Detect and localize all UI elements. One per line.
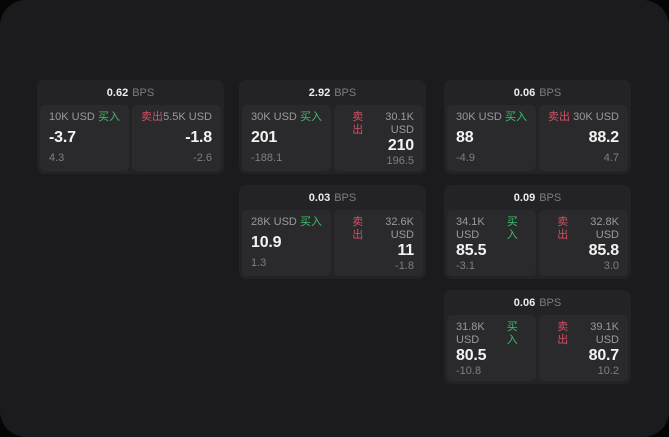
buy-panel[interactable]: 34.1K USD 买入 85.5 -3.1 [447,210,536,276]
sell-panel[interactable]: 卖出 39.1K USD 80.7 10.2 [539,315,628,381]
quote-panels: 30K USD 买入 201 -188.1 卖出 30.1K USD 210 1… [242,105,423,171]
card-header: 0.62 BPS [40,80,221,105]
sell-notional: 39.1K USD [590,321,619,346]
buy-delta: -3.1 [456,260,475,272]
quote-panels: 34.1K USD 买入 85.5 -3.1 卖出 32.8K USD 85.8… [447,210,628,276]
sell-panel[interactable]: 卖出 32.6K USD 11 -1.8 [334,210,423,276]
quote-card: 0.06 BPS 31.8K USD 买入 80.5 -10.8 卖出 39.1… [444,290,631,384]
quote-panels: 30K USD 买入 88 -4.9 卖出 30K USD 88.2 4.7 [447,105,628,171]
sell-notional: 5.5K USD [163,111,212,123]
bps-unit-label: BPS [132,86,155,99]
spread-bps-value: 0.03 [308,191,331,204]
sell-price: 88.2 [588,129,620,146]
buy-notional: 30K USD [456,111,502,123]
sell-notional: 30K USD [573,111,619,123]
sell-delta: 10.2 [597,365,619,377]
buy-price: 201 [251,129,278,146]
buy-price: -3.7 [49,129,76,146]
buy-notional: 31.8K USD [456,321,485,346]
buy-price: 10.9 [251,234,282,251]
buy-notional: 28K USD [251,216,297,228]
quote-card: 0.06 BPS 30K USD 买入 88 -4.9 卖出 30K USD 8… [444,80,631,174]
spread-bps-value: 0.06 [513,296,536,309]
buy-tag: 买入 [506,321,518,346]
spread-bps-value: 0.06 [513,86,536,99]
buy-panel[interactable]: 31.8K USD 买入 80.5 -10.8 [447,315,536,381]
buy-notional: 10K USD [49,111,95,123]
sell-tag: 卖出 [557,216,569,241]
buy-notional: 34.1K USD [456,216,485,241]
quote-panels: 10K USD 买入 -3.7 4.3 卖出 5.5K USD -1.8 -2.… [40,105,221,171]
sell-price: 210 [387,137,414,154]
sell-panel[interactable]: 卖出 5.5K USD -1.8 -2.6 [132,105,221,171]
sell-delta: -1.8 [395,260,414,272]
sell-tag: 卖出 [352,216,364,241]
sell-delta: 3.0 [603,260,619,272]
sell-tag: 卖出 [557,321,569,346]
bps-unit-label: BPS [334,191,357,204]
bps-unit-label: BPS [539,191,562,204]
buy-price: 88 [456,129,474,146]
sell-tag: 卖出 [352,111,364,136]
quote-panels: 31.8K USD 买入 80.5 -10.8 卖出 39.1K USD 80.… [447,315,628,381]
buy-tag: 买入 [300,216,322,228]
sell-delta: -2.6 [193,152,212,164]
card-header: 0.03 BPS [242,185,423,210]
sell-delta: 4.7 [603,152,619,164]
card-header: 0.06 BPS [447,80,628,105]
spread-bps-value: 0.62 [106,86,129,99]
card-header: 0.09 BPS [447,185,628,210]
sell-price: 85.8 [588,242,620,259]
sell-panel[interactable]: 卖出 30.1K USD 210 196.5 [334,105,423,171]
sell-panel[interactable]: 卖出 30K USD 88.2 4.7 [539,105,628,171]
quote-card: 0.62 BPS 10K USD 买入 -3.7 4.3 卖出 5.5K USD… [37,80,224,174]
sell-price: 11 [397,242,414,259]
buy-panel[interactable]: 30K USD 买入 201 -188.1 [242,105,331,171]
sell-price: 80.7 [588,347,620,364]
buy-notional: 30K USD [251,111,297,123]
buy-price: 80.5 [456,347,487,364]
quote-card: 0.09 BPS 34.1K USD 买入 85.5 -3.1 卖出 32.8K… [444,185,631,279]
buy-tag: 买入 [505,111,527,123]
spread-bps-value: 0.09 [513,191,536,204]
sell-tag: 卖出 [548,111,570,123]
card-header: 2.92 BPS [242,80,423,105]
buy-delta: 4.3 [49,152,65,164]
buy-tag: 买入 [98,111,120,123]
sell-notional: 32.8K USD [590,216,619,241]
quote-card: 0.03 BPS 28K USD 买入 10.9 1.3 卖出 32.6K US… [239,185,426,279]
bps-unit-label: BPS [334,86,357,99]
buy-panel[interactable]: 28K USD 买入 10.9 1.3 [242,210,331,276]
buy-delta: 1.3 [251,257,267,269]
sell-price: -1.8 [185,129,212,146]
quote-card: 2.92 BPS 30K USD 买入 201 -188.1 卖出 30.1K … [239,80,426,174]
spread-bps-value: 2.92 [308,86,331,99]
buy-delta: -10.8 [456,365,482,377]
bps-unit-label: BPS [539,86,562,99]
sell-notional: 32.6K USD [385,216,414,241]
sell-tag: 卖出 [141,111,163,123]
sell-notional: 30.1K USD [385,111,414,136]
buy-tag: 买入 [300,111,322,123]
quote-panels: 28K USD 买入 10.9 1.3 卖出 32.6K USD 11 -1.8 [242,210,423,276]
buy-price: 85.5 [456,242,487,259]
card-header: 0.06 BPS [447,290,628,315]
buy-delta: -188.1 [251,152,283,164]
buy-panel[interactable]: 10K USD 买入 -3.7 4.3 [40,105,129,171]
buy-tag: 买入 [506,216,518,241]
buy-panel[interactable]: 30K USD 买入 88 -4.9 [447,105,536,171]
sell-panel[interactable]: 卖出 32.8K USD 85.8 3.0 [539,210,628,276]
buy-delta: -4.9 [456,152,475,164]
sell-delta: 196.5 [386,155,414,167]
bps-unit-label: BPS [539,296,562,309]
